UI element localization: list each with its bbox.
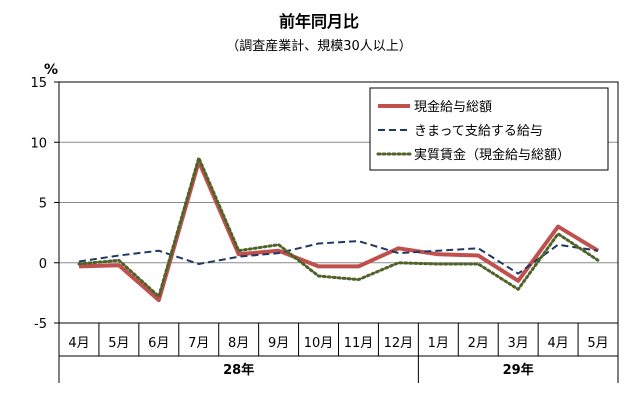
plot-area: -5 0 5 10 15 4月 5月 6月 7月 8月 9月 10月 11月 12月 1月 2月 3月 4月 5月 2… (30, 76, 619, 383)
legend-label-2: きまって支給する給与 (414, 124, 543, 139)
x-tick-label: 2月 (468, 336, 489, 351)
x-tick-label: 5月 (587, 336, 608, 351)
series-line-1 (78, 159, 600, 303)
x-tick-label: 1月 (428, 336, 449, 351)
x-tick-label: 7月 (188, 336, 209, 351)
x-tick-label: 4月 (68, 336, 89, 351)
x-tick-label: 6月 (148, 336, 169, 351)
x-tick-label: 3月 (508, 336, 529, 351)
x-tick-label: 12月 (384, 336, 414, 351)
y-tick-label: 15 (30, 76, 47, 91)
y-tick-label: 10 (30, 136, 47, 151)
x-tick-label: 11月 (344, 336, 374, 351)
chart-subtitle: （調査産業計、規模30人以上） (226, 38, 412, 54)
x-tick-label: 5月 (108, 336, 129, 351)
x-tick-label: 9月 (268, 336, 289, 351)
legend-box (369, 87, 609, 171)
chart-title: 前年同月比 (279, 12, 359, 31)
group-label: 29年 (503, 362, 534, 378)
x-tick-label: 10月 (304, 336, 334, 351)
legend-label-3: 実質賃金（現金給与総額） (414, 147, 570, 163)
group-label: 28年 (223, 362, 254, 378)
series-line-3 (77, 156, 600, 298)
y-tick-label: 5 (39, 197, 47, 212)
series-line-2 (78, 240, 599, 275)
y-tick-label: 0 (39, 257, 47, 272)
y-tick-label: -5 (34, 317, 47, 332)
x-tick-label: 8月 (228, 336, 249, 351)
legend-label-1: 現金給与総額 (414, 99, 492, 115)
y-axis-unit: % (44, 62, 58, 78)
x-tick-label: 4月 (547, 336, 568, 351)
